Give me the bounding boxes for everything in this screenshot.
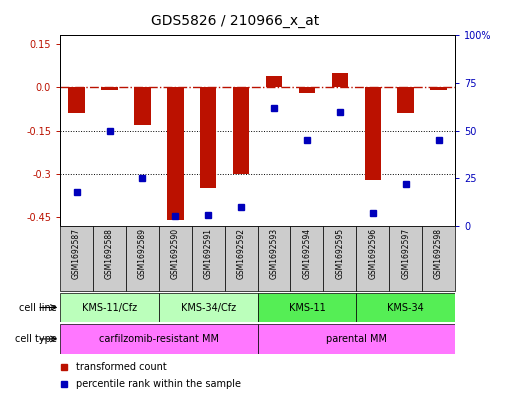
Text: cell line: cell line	[19, 303, 60, 312]
Text: KMS-34: KMS-34	[387, 303, 424, 312]
Bar	[101, 87, 118, 90]
Text: GSM1692596: GSM1692596	[368, 228, 377, 279]
Bar	[225, 226, 257, 291]
Bar	[356, 293, 455, 322]
Text: GSM1692594: GSM1692594	[302, 228, 311, 279]
Text: transformed count: transformed count	[76, 362, 167, 372]
Text: GSM1692593: GSM1692593	[269, 228, 279, 279]
Bar	[257, 324, 455, 354]
Text: GSM1692595: GSM1692595	[335, 228, 344, 279]
Bar	[167, 87, 184, 220]
Bar	[93, 226, 126, 291]
Bar	[200, 87, 217, 188]
Bar	[266, 76, 282, 87]
Bar	[422, 226, 455, 291]
Bar	[430, 87, 447, 90]
Bar	[134, 87, 151, 125]
Text: percentile rank within the sample: percentile rank within the sample	[76, 379, 241, 389]
Text: GSM1692588: GSM1692588	[105, 228, 114, 279]
Bar	[192, 226, 225, 291]
Text: KMS-11: KMS-11	[289, 303, 325, 312]
Text: GSM1692591: GSM1692591	[204, 228, 213, 279]
Text: GSM1692597: GSM1692597	[401, 228, 410, 279]
Bar	[323, 226, 356, 291]
Text: cell type: cell type	[15, 334, 60, 344]
Text: parental MM: parental MM	[326, 334, 387, 344]
Text: GSM1692592: GSM1692592	[236, 228, 246, 279]
Text: GSM1692587: GSM1692587	[72, 228, 81, 279]
Bar	[69, 87, 85, 113]
Bar	[60, 324, 257, 354]
Text: GSM1692589: GSM1692589	[138, 228, 147, 279]
Text: GSM1692590: GSM1692590	[171, 228, 180, 279]
Bar	[290, 226, 323, 291]
Bar	[60, 226, 93, 291]
Text: KMS-34/Cfz: KMS-34/Cfz	[180, 303, 236, 312]
Bar	[159, 226, 192, 291]
Bar	[257, 293, 356, 322]
Bar	[389, 226, 422, 291]
Bar	[356, 226, 389, 291]
Text: carfilzomib-resistant MM: carfilzomib-resistant MM	[99, 334, 219, 344]
Bar	[233, 87, 249, 174]
Bar	[299, 87, 315, 93]
Bar	[332, 73, 348, 87]
Text: GSM1692598: GSM1692598	[434, 228, 443, 279]
Bar	[126, 226, 159, 291]
Bar	[60, 293, 159, 322]
Bar	[159, 293, 257, 322]
Bar	[257, 226, 290, 291]
Bar	[397, 87, 414, 113]
Text: KMS-11/Cfz: KMS-11/Cfz	[82, 303, 137, 312]
Bar	[365, 87, 381, 180]
Text: GDS5826 / 210966_x_at: GDS5826 / 210966_x_at	[151, 13, 320, 28]
